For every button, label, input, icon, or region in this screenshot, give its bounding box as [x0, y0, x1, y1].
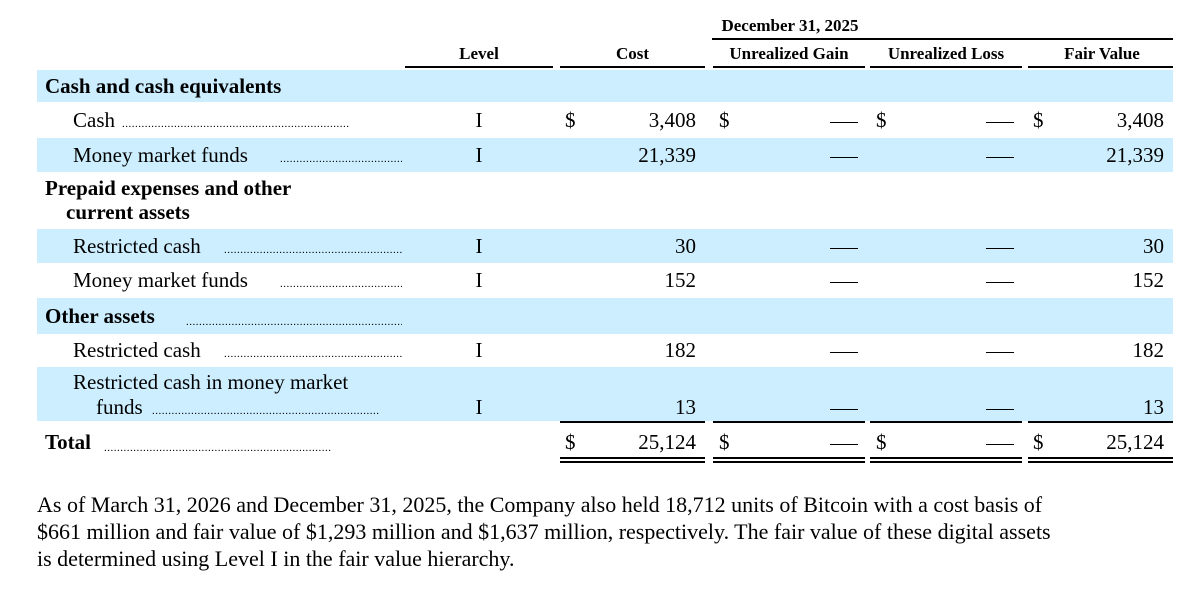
fair-value: 21,339 [1106, 143, 1164, 167]
total-label: Total [45, 430, 91, 454]
cost-value: 152 [664, 268, 697, 292]
cost-value: 13 [675, 395, 696, 419]
header-underline-gain [713, 66, 865, 68]
row-label: Restricted cash [73, 338, 201, 362]
header-underline-fair-value [1028, 66, 1173, 68]
header-underline-level [405, 66, 553, 68]
currency-symbol: $ [1033, 430, 1044, 454]
fair-value: 13 [1143, 395, 1164, 419]
row-label: Cash [73, 108, 115, 132]
total-cost: 25,124 [638, 430, 696, 454]
leader-dots: ........................................… [152, 405, 380, 417]
leader-dots: ........................................… [122, 118, 350, 130]
col-header-fair-value: Fair Value [1064, 44, 1140, 63]
loss-dash [986, 122, 1014, 123]
leader-dots: ........................................… [280, 278, 402, 290]
currency-symbol: $ [876, 108, 887, 132]
leader-dots: ........................................… [224, 244, 402, 256]
cost-value: 30 [675, 234, 696, 258]
loss-dash [986, 409, 1014, 410]
section-title: Cash and cash equivalents [45, 74, 282, 98]
fair-value: 182 [1132, 338, 1165, 362]
period-header: December 31, 2025 [721, 16, 859, 35]
fair-value: 152 [1132, 268, 1165, 292]
currency-symbol: $ [1033, 108, 1044, 132]
row-label: Money market funds [73, 268, 248, 292]
currency-symbol: $ [719, 108, 730, 132]
col-header-unrealized-loss: Unrealized Loss [887, 44, 1005, 63]
total-double-rule [1028, 457, 1173, 459]
gain-dash [830, 409, 858, 410]
loss-dash [986, 157, 1014, 158]
period-underline [712, 38, 1173, 40]
gain-dash [830, 282, 858, 283]
cost-value: 3,408 [648, 108, 696, 132]
col-header-unrealized-gain: Unrealized Gain [729, 44, 849, 63]
currency-symbol: $ [719, 430, 730, 454]
total-double-rule [560, 457, 705, 459]
footnote-line: is determined using Level I in the fair … [37, 546, 515, 571]
gain-dash [830, 122, 858, 123]
total-double-rule [1028, 461, 1173, 463]
currency-symbol: $ [565, 108, 576, 132]
total-top-rule [1028, 421, 1173, 423]
gain-dash [830, 157, 858, 158]
header-underline-cost [560, 66, 705, 68]
row-band [37, 298, 1173, 334]
cost-value: 182 [664, 338, 697, 362]
level-value: I [475, 268, 483, 292]
total-top-rule [560, 421, 705, 423]
row-label: Money market funds [73, 143, 248, 167]
row-label: Restricted cash in money market [73, 370, 349, 394]
loss-dash [986, 282, 1014, 283]
col-header-cost: Cost [615, 44, 650, 63]
fair-value: 30 [1143, 234, 1164, 258]
cost-value: 21,339 [638, 143, 696, 167]
row-band [37, 367, 1173, 421]
total-double-rule [870, 457, 1022, 459]
row-band [37, 70, 1173, 102]
row-label: Restricted cash [73, 234, 201, 258]
leader-dots: ........................................… [104, 442, 332, 454]
gain-dash [830, 444, 858, 445]
level-value: I [475, 108, 483, 132]
total-double-rule [560, 461, 705, 463]
gain-dash [830, 352, 858, 353]
row-band [37, 229, 1173, 263]
header-underline-loss [870, 66, 1022, 68]
level-value: I [475, 143, 483, 167]
footnote-line: As of March 31, 2026 and December 31, 20… [37, 492, 1043, 517]
section-title: Prepaid expenses and other [45, 176, 292, 200]
level-value: I [475, 234, 483, 258]
currency-symbol: $ [876, 430, 887, 454]
section-title: Other assets [45, 304, 155, 328]
level-value: I [475, 338, 483, 362]
currency-symbol: $ [565, 430, 576, 454]
total-double-rule [713, 457, 865, 459]
loss-dash [986, 352, 1014, 353]
leader-dots: ........................................… [280, 153, 402, 165]
total-top-rule [870, 421, 1022, 423]
leader-dots: ........................................… [224, 348, 402, 360]
section-title-continued: current assets [66, 200, 190, 224]
leader-dots: ........................................… [186, 316, 402, 328]
loss-dash [986, 248, 1014, 249]
total-double-rule [870, 461, 1022, 463]
total-double-rule [713, 461, 865, 463]
row-label-continued: funds [96, 395, 143, 419]
total-fair-value: 25,124 [1106, 430, 1164, 454]
total-top-rule [713, 421, 865, 423]
level-value: I [475, 395, 483, 419]
footnote-line: $661 million and fair value of $1,293 mi… [37, 519, 1051, 544]
loss-dash [986, 444, 1014, 445]
col-header-level: Level [459, 44, 499, 63]
fair-value: 3,408 [1116, 108, 1164, 132]
gain-dash [830, 248, 858, 249]
row-band [37, 138, 1173, 172]
